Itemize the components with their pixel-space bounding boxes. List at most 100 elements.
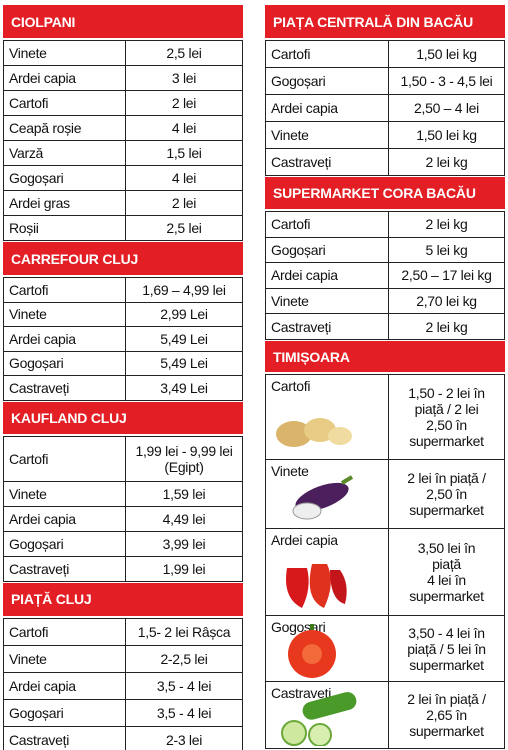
price-row: Castraveți 1,99 lei: [3, 555, 243, 582]
price-row: Varză 1,5 lei: [3, 140, 243, 166]
product-name: Ardei gras: [4, 191, 126, 215]
product-name: Varză: [4, 141, 126, 165]
price-line: 3,50 - 4 lei în: [408, 624, 485, 641]
price-row: Vinete 1,59 lei: [3, 480, 243, 507]
price-row: Vinete 2,5 lei: [3, 40, 243, 66]
price-row: Cartofi 1,5- 2 lei Râșca: [3, 617, 243, 646]
price-line: supermarket: [409, 433, 484, 449]
price-line: 2,65 în: [426, 707, 467, 723]
price-row: Vinete 2,99 Lei: [3, 301, 243, 327]
product-name: Ardei capia: [4, 506, 126, 531]
price: 2 lei în piață /2,50 în supermarket: [389, 460, 504, 528]
section-header: CIOLPANI: [3, 5, 243, 38]
product-name: Ardei capia: [266, 95, 389, 121]
price: 2,5 lei: [166, 45, 202, 61]
price: 1,5 lei: [166, 145, 202, 161]
price: 1,5- 2 lei Râșca: [137, 623, 231, 640]
price: 2 lei în piață /2,65 în supermarket: [389, 682, 504, 748]
price: 4 lei: [171, 120, 197, 136]
section-header: KAUFLAND CLUJ: [3, 401, 243, 434]
price-row: Vinete 2,70 lei kg: [265, 287, 505, 315]
product-image: [286, 564, 347, 608]
product-name: Vinete: [266, 460, 389, 528]
product-name: Gogoșari: [4, 699, 126, 726]
product-image: [292, 475, 354, 520]
product-name: Cartofi: [266, 212, 389, 237]
price-line: piață / 2 lei: [414, 401, 479, 417]
product-name: Vinete: [266, 122, 389, 148]
price-row: Ardei capia 3 lei: [3, 65, 243, 91]
price-row: Gogoșari 1,50 - 3 - 4,5 lei: [265, 67, 505, 95]
price-row: Ardei gras 2 lei: [3, 190, 243, 216]
price: 2,50 – 17 lei kg: [401, 267, 492, 284]
price: 2 lei: [171, 95, 197, 111]
price-row: Ceapă roșie 4 lei: [3, 115, 243, 141]
product-name: Vinete: [4, 302, 126, 326]
price: 5,49 Lei: [160, 355, 208, 372]
section-header: PIAȚA CENTRALĂ DIN BACĂU: [265, 5, 505, 38]
price: 2,5 lei: [166, 220, 202, 236]
product-name: Vinete: [4, 41, 126, 65]
price-row: Vinete 2-2,5 lei: [3, 644, 243, 673]
price-line: piață / 5 lei în: [407, 640, 486, 657]
price: 2 lei kg: [425, 154, 468, 170]
price: 2-3 lei: [165, 731, 203, 748]
price-line: supermarket: [409, 656, 484, 673]
price-line: 2,50 în: [426, 417, 467, 433]
price: 3,50 lei în piață 4 lei în supermarket: [389, 529, 504, 615]
price: 1,50 - 2 lei în piață / 2 lei 2,50 în super…: [389, 375, 504, 459]
price: 2-2,5 lei: [160, 650, 208, 667]
product-name: Roșii: [4, 216, 126, 240]
price: 3,49 Lei: [160, 379, 208, 396]
product-name: Gogoșari: [4, 531, 126, 556]
price: 1,99 lei: [162, 560, 206, 577]
product-name: Castraveți: [4, 376, 126, 400]
price: 3,5 - 4 lei: [156, 704, 212, 721]
price-line: 4 lei în: [427, 572, 466, 588]
product-image: [276, 418, 352, 447]
price-row: Castraveți 2 lei kg: [265, 148, 505, 176]
price: 2,70 lei kg: [416, 293, 477, 310]
price: 3,99 lei: [162, 535, 206, 552]
price-row: Gogoșari 3,50 - 4 lei în piață / 5 lei în s…: [265, 615, 505, 682]
product-name: Castraveți: [4, 726, 126, 750]
price: 1,99 lei - 9,99 lei (Egipt): [135, 442, 233, 475]
price: 3,5 - 4 lei: [156, 677, 212, 694]
price-row: Vinete 1,50 lei kg: [265, 121, 505, 149]
price-line: supermarket: [409, 588, 484, 604]
price: 4 lei: [171, 170, 197, 186]
price: 2,99 Lei: [160, 306, 208, 323]
product-name: Ceapă roșie: [4, 116, 126, 140]
price: 1,50 lei kg: [416, 46, 477, 62]
price-row: Cartofi 1,50 - 2 lei în piață / 2 lei 2,50 …: [265, 374, 505, 460]
product-name: Ardei capia: [266, 529, 389, 615]
product-name: Castraveți: [266, 149, 389, 175]
product-name: Ardei capia: [266, 263, 389, 288]
price-row: Gogoșari 5 lei kg: [265, 236, 505, 264]
product-name: Vinete: [4, 481, 126, 506]
price-row: Gogoșari 5,49 Lei: [3, 350, 243, 376]
price-line: supermarket: [409, 502, 484, 518]
price: 5 lei kg: [425, 241, 468, 258]
product-name: Cartofi: [4, 436, 126, 481]
price-line: 2 lei în piață /: [407, 691, 486, 707]
product-name: Cartofi: [4, 278, 126, 302]
price-row: Cartofi 2 lei: [3, 90, 243, 116]
price: 2 lei kg: [425, 318, 468, 335]
price-row: Cartofi 1,69 – 4,99 lei: [3, 277, 243, 303]
product-image: [288, 624, 336, 678]
price-row: Castraveți 2 lei kg: [265, 313, 505, 340]
product-name: Gogoșari: [266, 237, 389, 263]
product-name: Cartofi: [4, 91, 126, 115]
product-name: Gogoșari: [266, 68, 389, 94]
price-row: Gogoșari 3,5 - 4 lei: [3, 698, 243, 727]
price-row: Ardei capia 2,50 – 4 lei: [265, 94, 505, 122]
price-line: 2,50 în: [426, 486, 467, 502]
price-line: 3,50 lei în: [417, 540, 476, 556]
product-name: Cartofi: [266, 41, 389, 67]
price: 3,50 - 4 lei în piață / 5 lei în supermark…: [389, 616, 504, 681]
section-header: CARREFOUR CLUJ: [3, 242, 243, 275]
price-row: Ardei capia 4,49 lei: [3, 505, 243, 532]
price-row: Gogoșari 4 lei: [3, 165, 243, 191]
